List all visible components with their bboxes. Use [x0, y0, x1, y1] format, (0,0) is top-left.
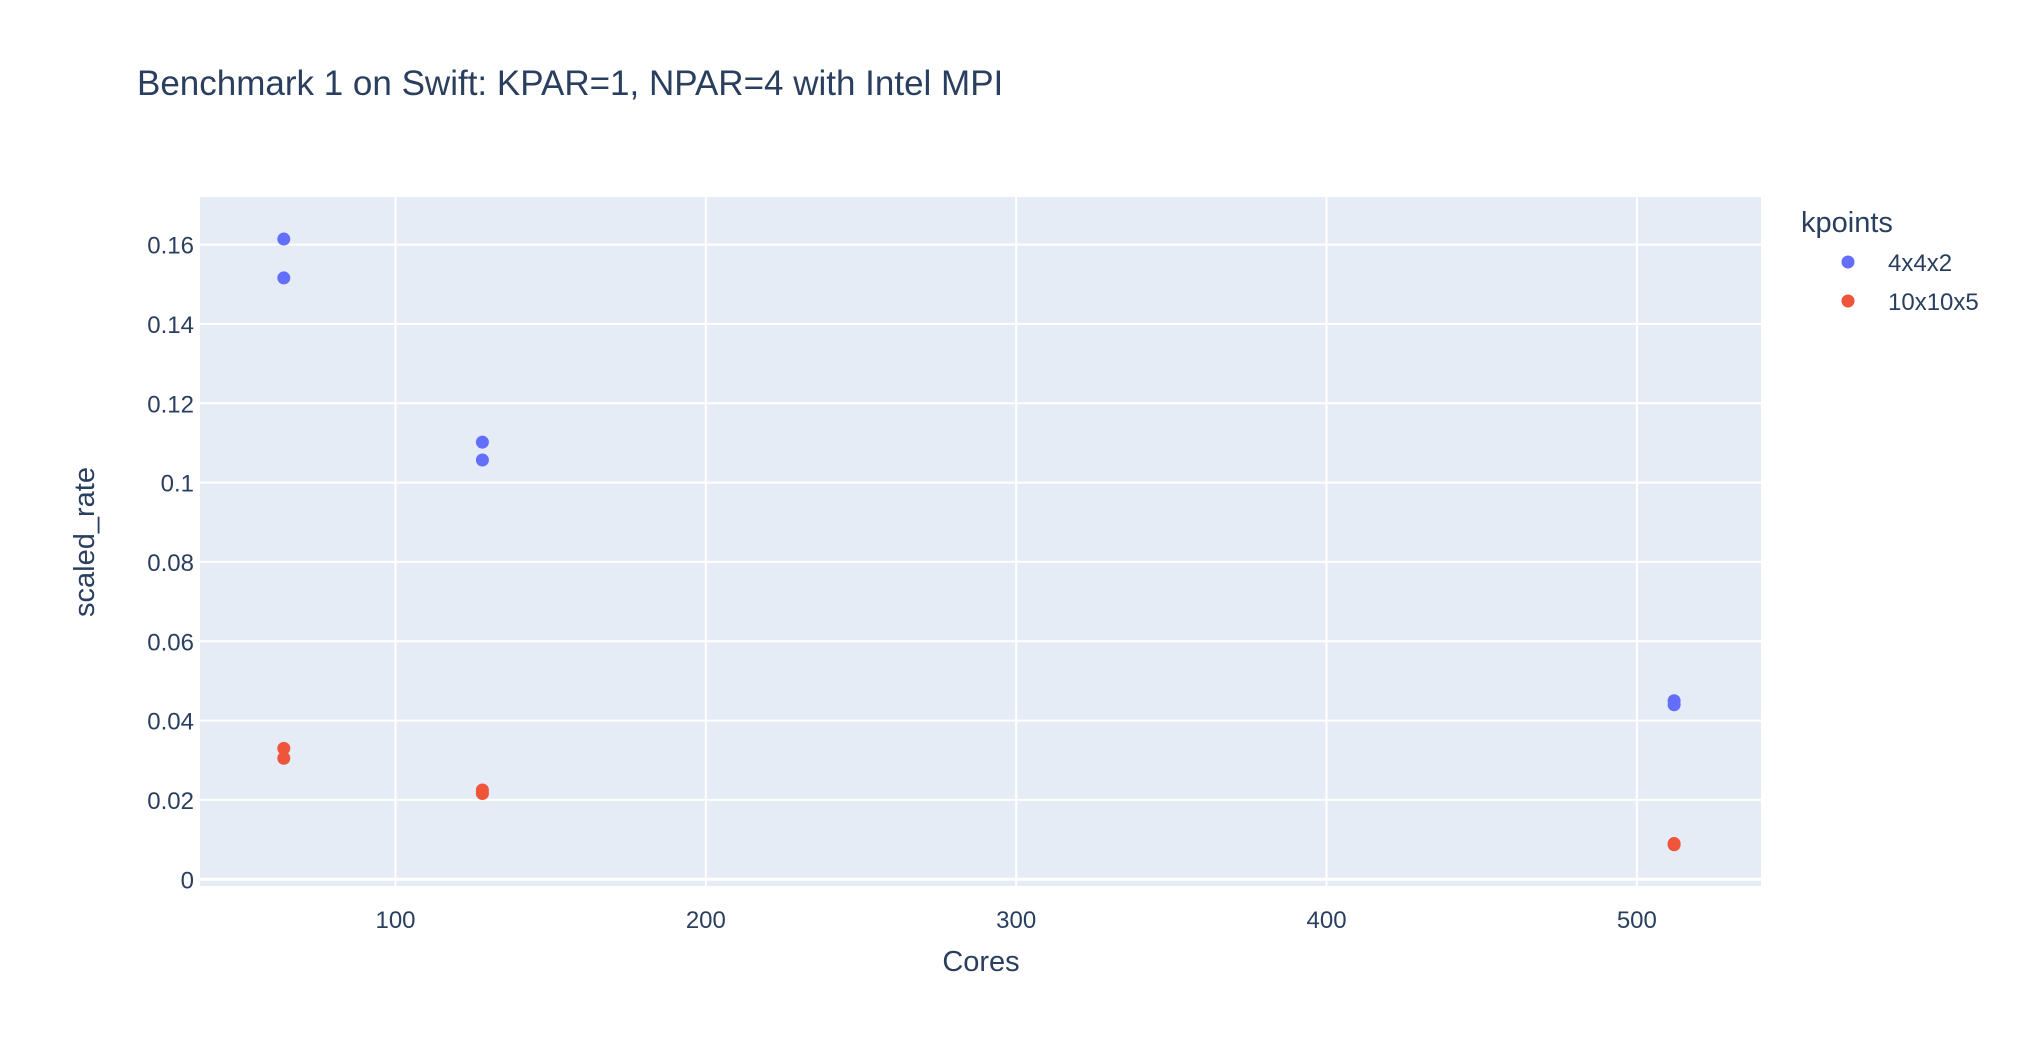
x-tick-label: 200 — [686, 907, 726, 934]
axis-ticks: 100 200 300 400 500 0 0.02 0.04 0.06 0.08 0.1 0.12 0… — [147, 233, 1657, 934]
y-tick-label: 0.04 — [147, 709, 194, 736]
data-points — [277, 232, 1681, 852]
y-tick-label: 0.1 — [161, 471, 194, 498]
x-tick-label: 500 — [1617, 907, 1657, 934]
y-tick-label: 0.12 — [147, 391, 194, 418]
grid-lines — [200, 197, 1761, 886]
legend-label: 4x4x2 — [1888, 250, 1952, 277]
data-point[interactable] — [277, 232, 291, 246]
series-4x4x2 — [277, 232, 1681, 712]
chart-title: Benchmark 1 on Swift: KPAR=1, NPAR=4 wit… — [137, 64, 1003, 103]
data-point[interactable] — [1667, 838, 1681, 852]
y-tick-label: 0.14 — [147, 312, 194, 339]
legend: kpoints 4x4x2 10x10x5 — [1801, 207, 1979, 316]
data-point[interactable] — [277, 751, 291, 765]
data-point[interactable] — [1667, 698, 1681, 712]
x-tick-label: 300 — [996, 907, 1036, 934]
legend-item[interactable]: 4x4x2 — [1841, 250, 1953, 277]
data-point[interactable] — [277, 271, 291, 285]
plot-area[interactable] — [200, 197, 1761, 886]
y-tick-label: 0.16 — [147, 233, 194, 260]
legend-title: kpoints — [1801, 207, 1893, 239]
y-tick-label: 0.06 — [147, 629, 194, 656]
data-point[interactable] — [475, 787, 489, 801]
legend-item[interactable]: 10x10x5 — [1841, 289, 1979, 316]
y-tick-label: 0 — [181, 867, 194, 894]
legend-label: 10x10x5 — [1888, 289, 1979, 316]
y-axis-title: scaled_rate — [69, 467, 101, 617]
legend-items: 4x4x2 10x10x5 — [1841, 250, 1979, 316]
data-point[interactable] — [475, 435, 489, 449]
legend-marker — [1841, 294, 1855, 308]
series-10x10x5 — [277, 741, 1681, 852]
x-tick-label: 400 — [1307, 907, 1347, 934]
legend-marker — [1841, 255, 1855, 269]
data-point[interactable] — [277, 741, 291, 755]
x-axis-title: Cores — [942, 946, 1019, 978]
data-point[interactable] — [475, 453, 489, 467]
x-tick-label: 100 — [375, 907, 415, 934]
y-tick-label: 0.02 — [147, 788, 194, 815]
y-tick-label: 0.08 — [147, 550, 194, 577]
